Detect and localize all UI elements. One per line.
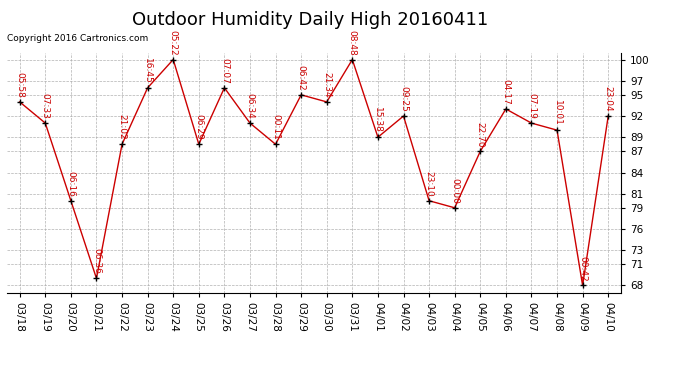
Text: 08:48: 08:48 bbox=[348, 30, 357, 56]
Text: 00:00: 00:00 bbox=[450, 178, 459, 204]
Text: 16:45: 16:45 bbox=[143, 58, 152, 84]
Text: 15:38: 15:38 bbox=[373, 107, 382, 133]
Text: 06:42: 06:42 bbox=[297, 65, 306, 91]
Text: 10:01: 10:01 bbox=[553, 100, 562, 126]
Text: 07:07: 07:07 bbox=[220, 58, 229, 84]
Text: Outdoor Humidity Daily High 20160411: Outdoor Humidity Daily High 20160411 bbox=[132, 11, 489, 29]
Text: 05:22: 05:22 bbox=[169, 30, 178, 56]
Text: 22:70: 22:70 bbox=[476, 122, 485, 147]
Text: 09:25: 09:25 bbox=[399, 86, 408, 112]
Text: 06:29: 06:29 bbox=[195, 114, 204, 140]
Text: 07:33: 07:33 bbox=[41, 93, 50, 119]
Text: Copyright 2016 Cartronics.com: Copyright 2016 Cartronics.com bbox=[7, 34, 148, 43]
Text: 00:11: 00:11 bbox=[271, 114, 280, 140]
Text: 05:58: 05:58 bbox=[15, 72, 24, 98]
Text: 21:34: 21:34 bbox=[322, 72, 331, 98]
Text: 00:42: 00:42 bbox=[578, 256, 587, 281]
Text: 07:19: 07:19 bbox=[527, 93, 536, 119]
Text: 06:36: 06:36 bbox=[92, 248, 101, 274]
Text: 06:16: 06:16 bbox=[66, 171, 75, 196]
Text: 21:02: 21:02 bbox=[117, 114, 126, 140]
Text: Humidity  (%): Humidity (%) bbox=[549, 32, 631, 42]
Text: 23:04: 23:04 bbox=[604, 86, 613, 112]
Text: 23:10: 23:10 bbox=[424, 171, 433, 196]
Text: 06:34: 06:34 bbox=[246, 93, 255, 119]
Text: 04:17: 04:17 bbox=[502, 79, 511, 105]
